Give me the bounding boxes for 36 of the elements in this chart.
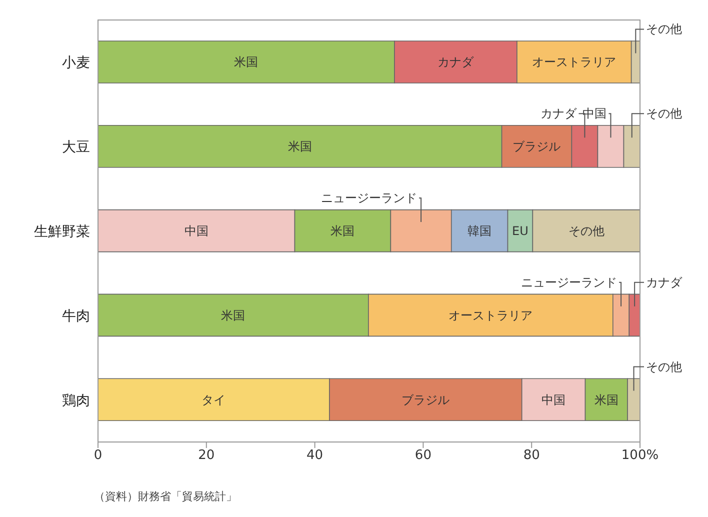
x-tick-label: 0 bbox=[94, 448, 102, 464]
data-label: ニュージーランド bbox=[321, 191, 418, 205]
data-label: ブラジル bbox=[402, 392, 450, 407]
text: （資料）財務省「貿易統計」 bbox=[94, 490, 237, 503]
y-tick-label: 牛肉 bbox=[62, 308, 90, 324]
data-label: 米国 bbox=[234, 55, 258, 70]
data-label: オーストラリア bbox=[532, 55, 616, 70]
data-label: オーストラリア bbox=[448, 308, 533, 322]
x-tick-label: 20 bbox=[198, 448, 215, 464]
data-label: EU bbox=[512, 224, 528, 238]
data-label: 中国 bbox=[184, 224, 208, 238]
data-label: カナダ bbox=[438, 55, 475, 70]
data-label: 中国 bbox=[582, 106, 607, 121]
x-tick-label: 40 bbox=[306, 448, 324, 464]
data-label: カナダ bbox=[540, 106, 578, 121]
x-tick-label: 80 bbox=[523, 448, 540, 464]
data-label: その他 bbox=[646, 106, 682, 121]
data-label: タイ bbox=[202, 392, 226, 407]
data-label: 米国 bbox=[288, 140, 312, 154]
data-label: カナダ bbox=[646, 275, 683, 290]
data-label: 米国 bbox=[594, 392, 618, 407]
data-label: その他 bbox=[568, 224, 604, 238]
y-tick-label: 鶏肉 bbox=[62, 392, 90, 409]
data-label: ブラジル bbox=[512, 140, 561, 154]
data-label: ニュージーランド bbox=[521, 275, 618, 290]
data-label: 韓国 bbox=[468, 224, 492, 238]
y-tick-label: 小麦 bbox=[62, 55, 90, 72]
y-tick-label: 生鮮野菜 bbox=[34, 224, 90, 240]
data-label: その他 bbox=[646, 360, 682, 374]
x-tick-label: 60 bbox=[414, 448, 432, 464]
data-label: 中国 bbox=[542, 392, 566, 407]
y-tick-label: 大豆 bbox=[62, 140, 90, 156]
data-label: 米国 bbox=[221, 308, 246, 322]
data-label: その他 bbox=[646, 22, 682, 36]
data-label: 米国 bbox=[330, 224, 355, 238]
x-tick-label: 100% bbox=[621, 448, 659, 464]
